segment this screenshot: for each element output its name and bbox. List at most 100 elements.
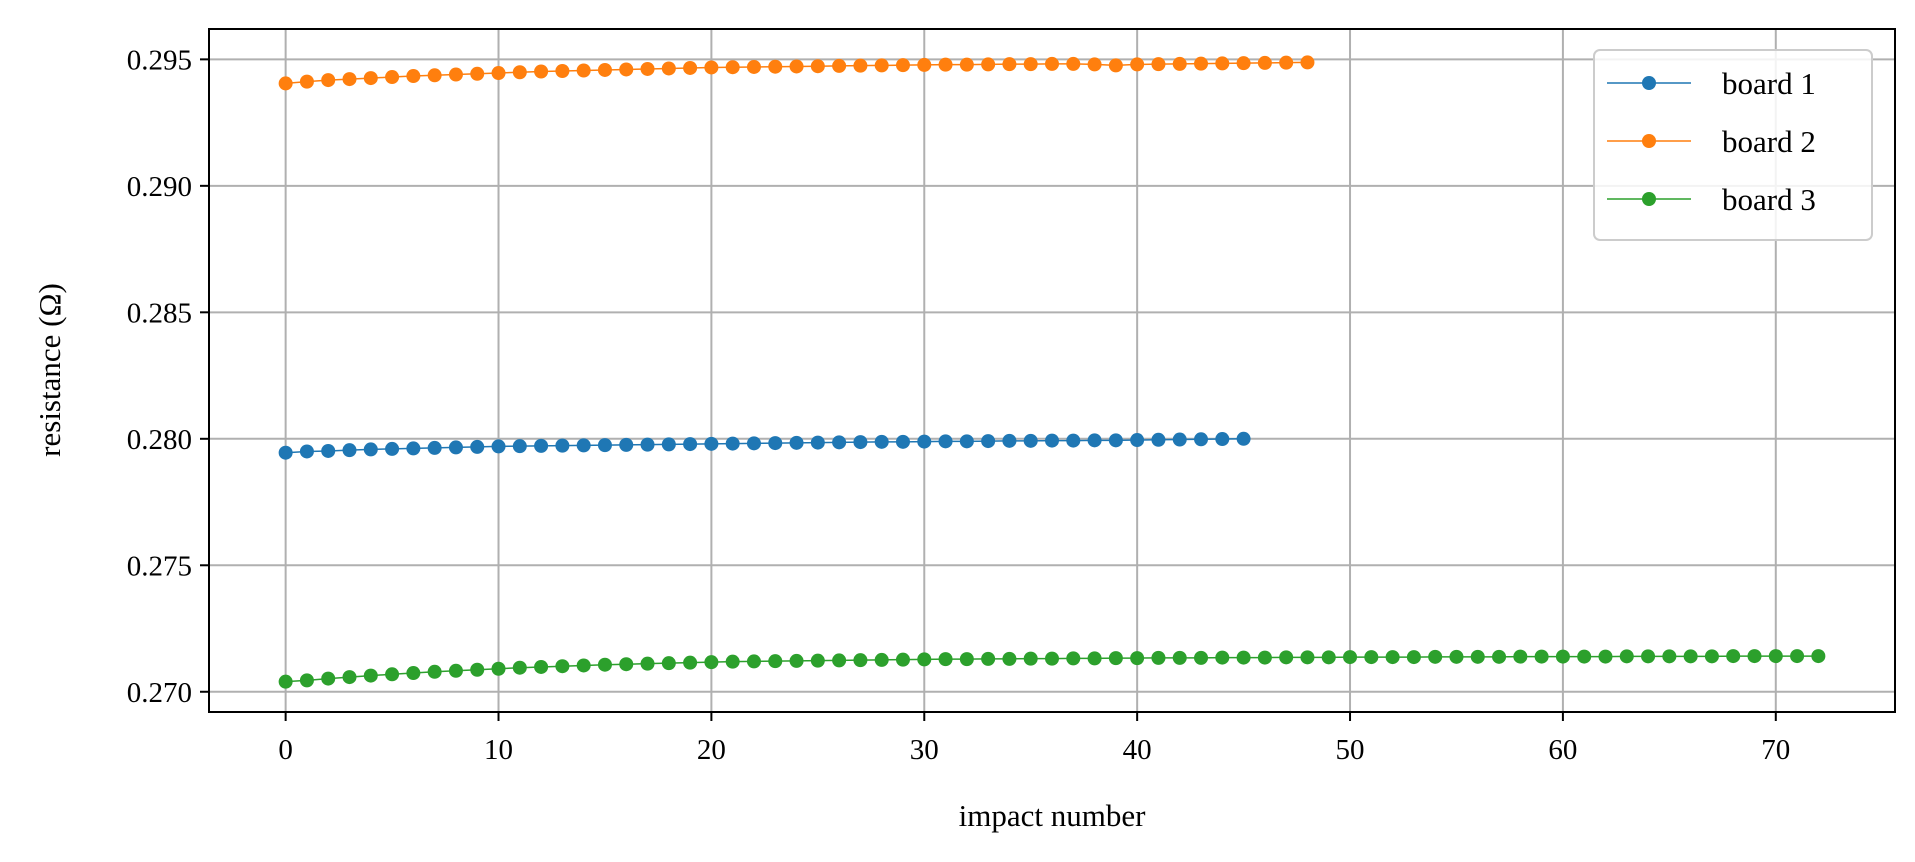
legend-box — [1593, 49, 1873, 241]
data-point — [683, 437, 698, 452]
data-point — [512, 660, 527, 675]
data-point — [406, 69, 421, 84]
data-point — [1045, 433, 1059, 448]
data-point — [427, 664, 442, 679]
data-point — [853, 653, 868, 668]
data-point — [1704, 649, 1719, 664]
data-point — [832, 435, 847, 450]
data-point — [342, 443, 357, 458]
data-point — [874, 434, 889, 449]
data-point — [1236, 650, 1251, 665]
data-point — [385, 70, 400, 85]
data-point — [619, 657, 634, 672]
data-point — [1002, 57, 1017, 72]
data-point — [470, 439, 485, 454]
data-point — [1087, 57, 1102, 72]
data-point — [363, 71, 378, 86]
series-layer — [278, 55, 1826, 689]
y-tick-label: 0.285 — [127, 297, 192, 329]
data-point — [278, 445, 293, 460]
data-point — [981, 434, 996, 449]
data-point — [895, 652, 910, 667]
data-point — [1108, 651, 1123, 666]
data-point — [1726, 649, 1741, 664]
data-point — [448, 440, 463, 455]
data-point — [746, 654, 761, 669]
data-point — [725, 654, 740, 669]
data-point — [1194, 432, 1209, 447]
data-point — [619, 62, 634, 77]
y-axis-label: resistance (Ω) — [32, 283, 67, 457]
data-point — [1343, 650, 1358, 665]
data-point — [1300, 55, 1315, 70]
data-point — [1045, 56, 1059, 71]
data-point — [810, 59, 825, 74]
x-tick-label: 0 — [278, 734, 293, 766]
x-tick-label: 50 — [1336, 734, 1365, 766]
data-point — [938, 434, 953, 449]
data-point — [1513, 649, 1528, 664]
data-point — [1428, 649, 1443, 664]
data-point — [1385, 650, 1400, 665]
data-point — [1066, 56, 1081, 71]
y-tick-label: 0.290 — [127, 171, 192, 203]
data-point — [1215, 56, 1230, 71]
data-point — [661, 656, 676, 671]
data-point — [1130, 433, 1145, 448]
data-point — [427, 68, 442, 83]
data-point — [321, 671, 336, 686]
data-point — [576, 63, 591, 78]
x-tick-label: 10 — [484, 734, 513, 766]
data-point — [1768, 649, 1783, 664]
x-tick-label: 20 — [697, 734, 726, 766]
data-point — [1151, 432, 1166, 447]
data-point — [874, 58, 889, 73]
data-point — [1300, 650, 1315, 665]
data-point — [342, 72, 357, 87]
y-tick-label: 0.295 — [127, 44, 192, 76]
data-point — [1023, 433, 1038, 448]
data-point — [704, 436, 719, 451]
data-point — [895, 434, 910, 449]
data-point — [1045, 651, 1059, 666]
series-board-2 — [278, 55, 1315, 91]
data-point — [1321, 650, 1336, 665]
data-point — [768, 436, 783, 451]
data-point — [299, 74, 314, 89]
data-point — [619, 437, 634, 452]
data-point — [1747, 649, 1762, 664]
data-point — [789, 435, 804, 450]
data-point — [1215, 432, 1230, 447]
data-point — [1194, 56, 1209, 71]
data-point — [746, 59, 761, 74]
data-point — [832, 653, 847, 668]
data-point — [1108, 58, 1123, 73]
data-point — [874, 652, 889, 667]
axis-ticks: 0 10 20 30 40 50 60 70 0.270 0.275 0.280 0.285 0.290… — [127, 44, 1791, 766]
data-point — [683, 655, 698, 670]
data-point — [1108, 433, 1123, 448]
data-point — [661, 61, 676, 76]
data-point — [1406, 650, 1421, 665]
data-point — [470, 66, 485, 81]
data-point — [299, 444, 314, 459]
data-point — [853, 58, 868, 73]
data-point — [895, 58, 910, 73]
data-point — [278, 674, 293, 689]
y-tick-label: 0.270 — [127, 677, 192, 709]
data-point — [555, 63, 570, 78]
data-point — [959, 57, 974, 72]
data-point — [278, 76, 293, 91]
data-point — [959, 434, 974, 449]
data-point — [704, 60, 719, 75]
data-point — [661, 437, 676, 452]
x-tick-label: 40 — [1123, 734, 1152, 766]
data-point — [1555, 649, 1570, 664]
data-point — [1236, 431, 1251, 446]
data-point — [1023, 651, 1038, 666]
data-point — [768, 59, 783, 74]
data-point — [1172, 56, 1187, 71]
data-point — [406, 666, 421, 681]
series-board-3 — [278, 649, 1826, 689]
data-point — [917, 57, 932, 72]
